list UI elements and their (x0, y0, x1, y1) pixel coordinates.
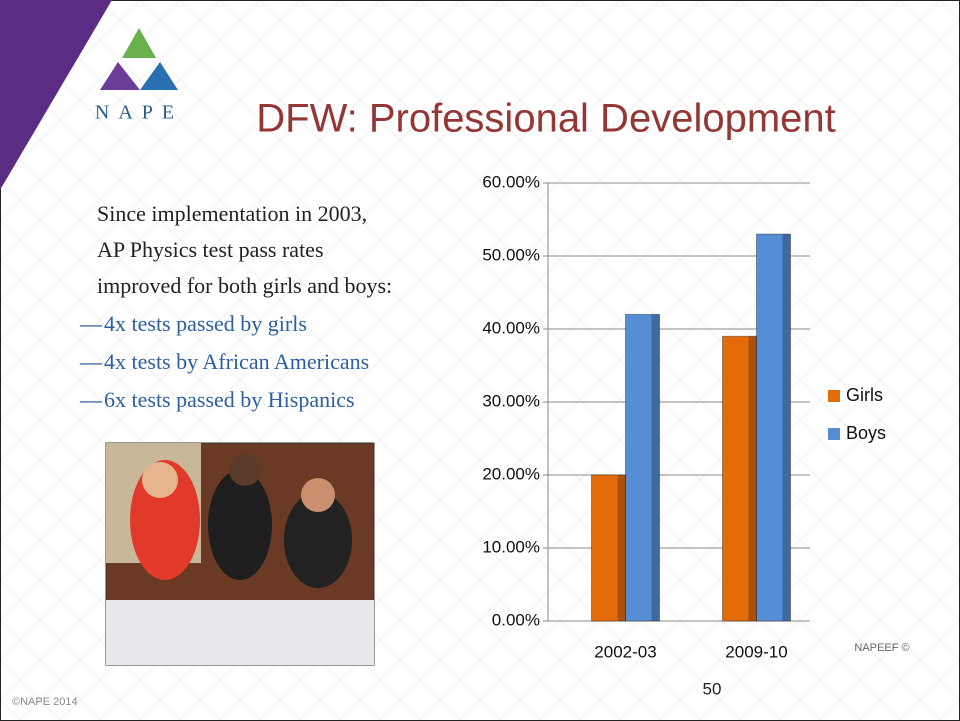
page-number: 50 (703, 679, 722, 698)
bar-shade (782, 234, 791, 621)
logo (100, 28, 178, 90)
bullet: 4x tests by African Americans (104, 349, 369, 374)
bullet: 6x tests passed by Hispanics (104, 387, 355, 412)
x-tick-label: 2009-10 (725, 642, 787, 661)
bullet: 4x tests passed by girls (104, 311, 307, 336)
intro-line: improved for both girls and boys: (97, 273, 392, 298)
y-tick-label: 50.00% (482, 245, 540, 264)
x-tick-label: 2002-03 (594, 642, 656, 661)
logo-text: NAPE (95, 102, 183, 124)
photo (105, 442, 375, 666)
legend-label: Boys (846, 423, 886, 443)
bar-shade (651, 314, 660, 621)
y-tick-label: 20.00% (482, 464, 540, 483)
intro-line: AP Physics test pass rates (97, 237, 324, 262)
bar (625, 313, 660, 622)
corner-accent (0, 0, 112, 190)
legend-swatch (828, 390, 840, 402)
bar (756, 233, 791, 622)
legend-swatch (828, 428, 840, 440)
y-tick-label: 0.00% (492, 610, 540, 629)
slide-title: DFW: Professional Development (256, 97, 836, 141)
y-tick-label: 60.00% (482, 172, 540, 191)
bullet-dash: — (79, 349, 103, 374)
y-tick-label: 30.00% (482, 391, 540, 410)
credit: NAPEEF © (854, 642, 909, 654)
bar-shade (748, 336, 757, 621)
copyright: ©NAPE 2014 (12, 696, 78, 708)
bar (722, 335, 757, 622)
bar-shade (617, 475, 626, 621)
y-tick-label: 10.00% (482, 537, 540, 556)
bullet-dash: — (79, 311, 103, 336)
y-tick-label: 40.00% (482, 318, 540, 337)
bullet-dash: — (79, 387, 103, 412)
intro-line: Since implementation in 2003, (97, 201, 367, 226)
legend-label: Girls (846, 385, 883, 405)
